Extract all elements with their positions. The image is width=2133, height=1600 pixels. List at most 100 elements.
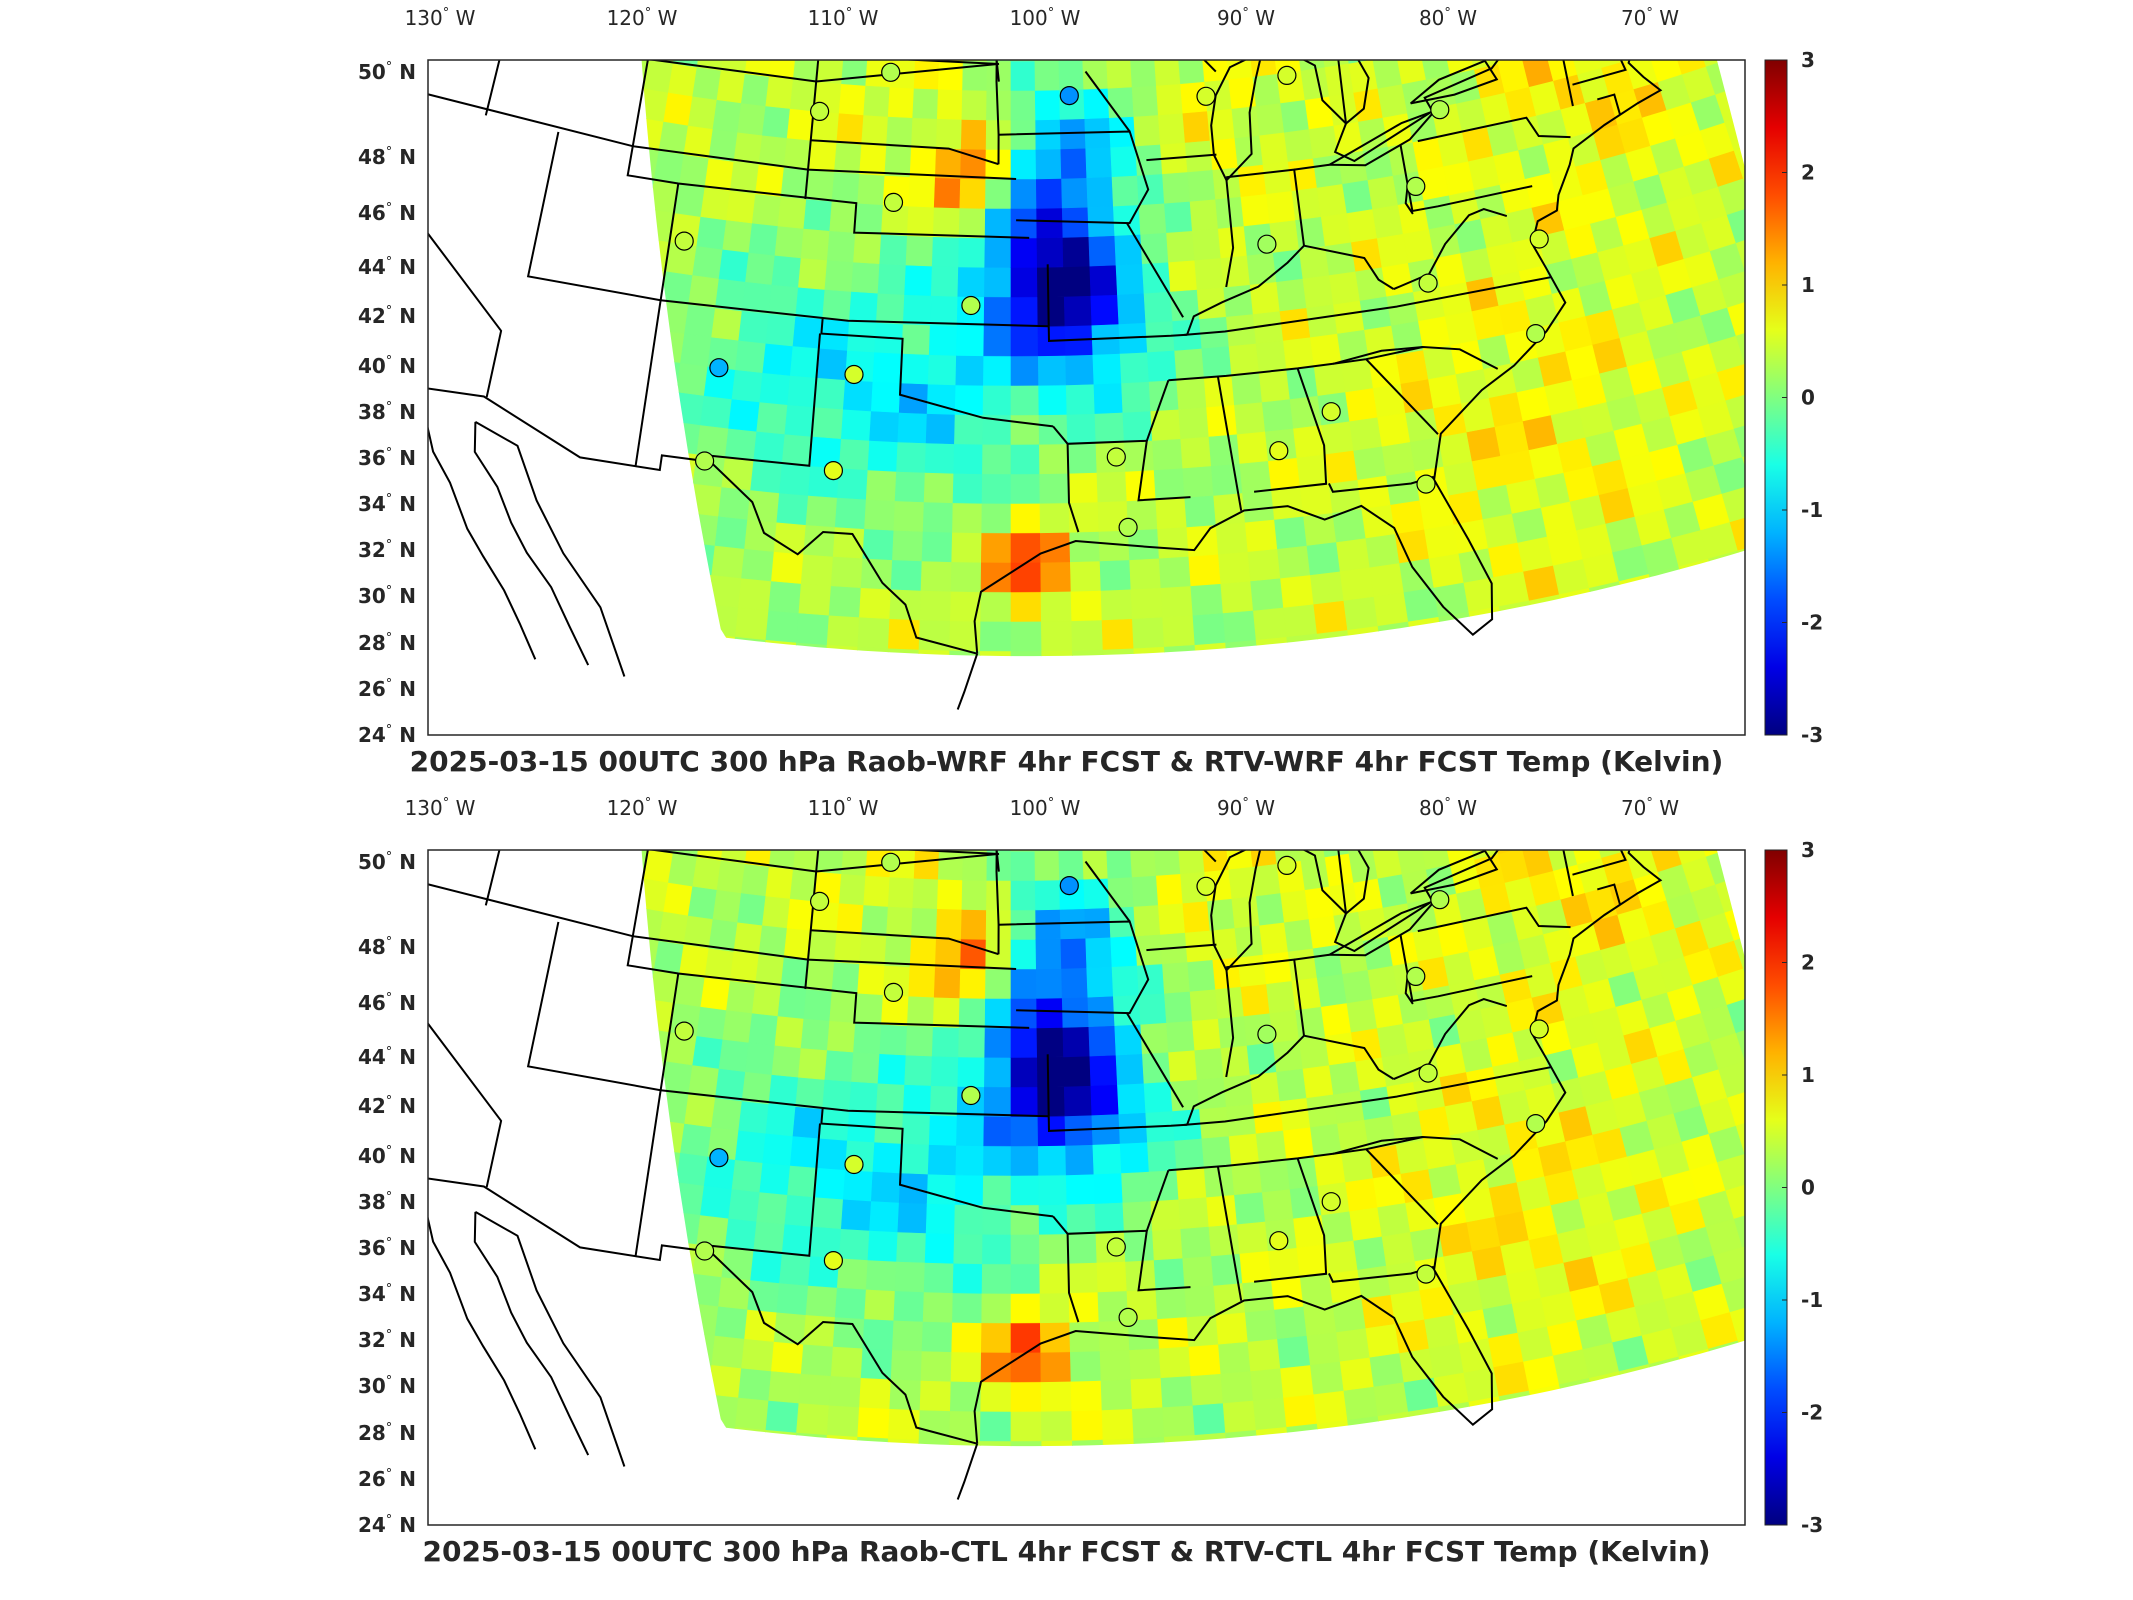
latitude-tick-label: 44° N xyxy=(358,1045,416,1069)
latitude-tick-label: 42° N xyxy=(358,304,416,328)
latitude-tick-label: 38° N xyxy=(358,1190,416,1214)
state-boundary xyxy=(1084,860,1131,923)
latitude-tick-label: 34° N xyxy=(358,1282,416,1306)
state-boundary xyxy=(1294,953,1330,961)
state-boundary xyxy=(1399,144,1533,213)
longitude-tick-label: 90° W xyxy=(1217,6,1275,30)
latitude-tick-label: 32° N xyxy=(358,538,416,562)
map-axes-frame xyxy=(427,849,1746,1526)
raob-station-marker xyxy=(844,364,864,385)
raob-station-marker xyxy=(1196,86,1216,106)
raob-station-marker xyxy=(961,295,981,316)
colorbar-tick-label: 3 xyxy=(1801,48,1815,72)
map-boundaries xyxy=(428,60,1663,710)
latitude-tick-label: 36° N xyxy=(358,1236,416,1260)
colorbar-tick-label: 1 xyxy=(1801,1063,1815,1087)
map-boundaries xyxy=(428,850,1663,1500)
gulf-atlantic-coastline xyxy=(973,60,1663,654)
longitude-tick-label: 100° W xyxy=(1010,6,1081,30)
latitude-tick-label: 38° N xyxy=(358,400,416,424)
raob-station-marker xyxy=(809,891,830,912)
state-boundary xyxy=(1047,1116,1188,1132)
raob-station-marker xyxy=(1416,1264,1436,1284)
raob-station-marker xyxy=(1321,1192,1341,1212)
great-lake-outline xyxy=(1302,850,1370,915)
raob-station-marker xyxy=(883,192,904,212)
state-boundary xyxy=(1597,883,1621,905)
map-axes-frame xyxy=(427,59,1746,736)
raob-station-marker xyxy=(1257,1024,1277,1044)
state-boundary xyxy=(707,333,821,467)
raob-station-marker xyxy=(1196,876,1216,896)
raob-station-marker xyxy=(1430,890,1450,910)
raob-station-marker xyxy=(1406,966,1426,986)
state-boundary xyxy=(1046,1054,1050,1117)
state-boundary xyxy=(626,60,1030,239)
state-boundary xyxy=(1126,222,1184,318)
latitude-tick-label: 24° N xyxy=(358,1513,416,1537)
bottom-map-figure: 130° W 120° W 110° W 100° W 90° W 80° W 70° W 2… xyxy=(358,796,1823,1537)
colorbar-tick-label: -2 xyxy=(1801,1401,1823,1425)
colorbar-tick-label: -3 xyxy=(1801,1513,1823,1537)
state-boundary xyxy=(1365,1148,1439,1225)
latitude-tick-label: 48° N xyxy=(358,935,416,959)
state-boundary xyxy=(1572,60,1627,86)
latitude-tick-label: 36° N xyxy=(358,446,416,470)
great-lake-outline xyxy=(1210,850,1262,973)
raob-station-marker xyxy=(1118,517,1138,538)
latitude-tick-label: 40° N xyxy=(358,1144,416,1168)
state-boundary xyxy=(995,60,1000,165)
gulf-of-california-coast xyxy=(473,421,590,666)
raob-station-marker xyxy=(1118,1307,1138,1328)
raob-station-marker xyxy=(1526,324,1546,344)
raob-station-marker xyxy=(1269,441,1289,461)
latitude-tick-label: 26° N xyxy=(358,1467,416,1491)
raob-station-marker xyxy=(1257,234,1277,254)
great-lake-outline xyxy=(1302,60,1370,125)
raob-station-marker xyxy=(674,231,694,251)
state-boundary xyxy=(897,60,997,65)
state-boundary xyxy=(1216,1166,1243,1301)
raob-station-marker xyxy=(1416,474,1436,494)
state-boundary xyxy=(1046,264,1050,327)
state-boundary xyxy=(626,850,1030,1029)
state-boundary xyxy=(1597,93,1621,115)
state-boundary xyxy=(1332,1135,1499,1160)
raob-station-marker xyxy=(823,461,844,481)
colorbar-tick-label: 1 xyxy=(1801,273,1815,297)
state-boundary xyxy=(1168,1136,1424,1172)
colorbar-tick-label: 3 xyxy=(1801,838,1815,862)
colorbar-tick-label: 0 xyxy=(1801,1176,1815,1200)
state-boundary xyxy=(1066,443,1080,533)
longitude-tick-label: 120° W xyxy=(607,6,678,30)
raob-station-marker xyxy=(1106,1237,1126,1257)
state-boundary xyxy=(634,183,680,467)
top-map-figure: 130° W 120° W 110° W 100° W 90° W 80° W 70° W 2… xyxy=(358,6,1823,747)
state-boundary xyxy=(998,130,1150,225)
state-boundary xyxy=(1225,967,1235,1078)
raob-station-marker xyxy=(1418,273,1438,293)
latitude-tick-label: 32° N xyxy=(358,1328,416,1352)
state-boundary xyxy=(1562,850,1574,897)
west-coastline xyxy=(428,424,537,660)
longitude-tick-label: 130° W xyxy=(405,6,476,30)
state-boundary xyxy=(1145,1169,1170,1232)
colorbar-tick-label: 2 xyxy=(1801,161,1815,185)
state-boundary xyxy=(995,850,1000,955)
us-mexico-border xyxy=(428,1177,978,1445)
state-boundary xyxy=(1202,60,1217,73)
us-canada-border xyxy=(1333,60,1500,163)
latitude-tick-label: 26° N xyxy=(358,677,416,701)
raob-station-marker xyxy=(1526,1114,1546,1134)
state-boundary xyxy=(1332,345,1499,370)
raob-station-marker xyxy=(1269,1231,1289,1251)
state-boundary xyxy=(820,1108,1054,1218)
raob-station-marker xyxy=(961,1085,981,1106)
state-boundary xyxy=(428,883,1017,970)
colorbar-tick-label: -2 xyxy=(1801,611,1823,635)
latitude-tick-label: 44° N xyxy=(358,255,416,279)
raob-station-marker xyxy=(1106,447,1126,467)
colorbar-tick-label: 2 xyxy=(1801,951,1815,975)
raob-station-marker xyxy=(1277,855,1297,876)
longitude-tick-label: 80° W xyxy=(1419,6,1477,30)
